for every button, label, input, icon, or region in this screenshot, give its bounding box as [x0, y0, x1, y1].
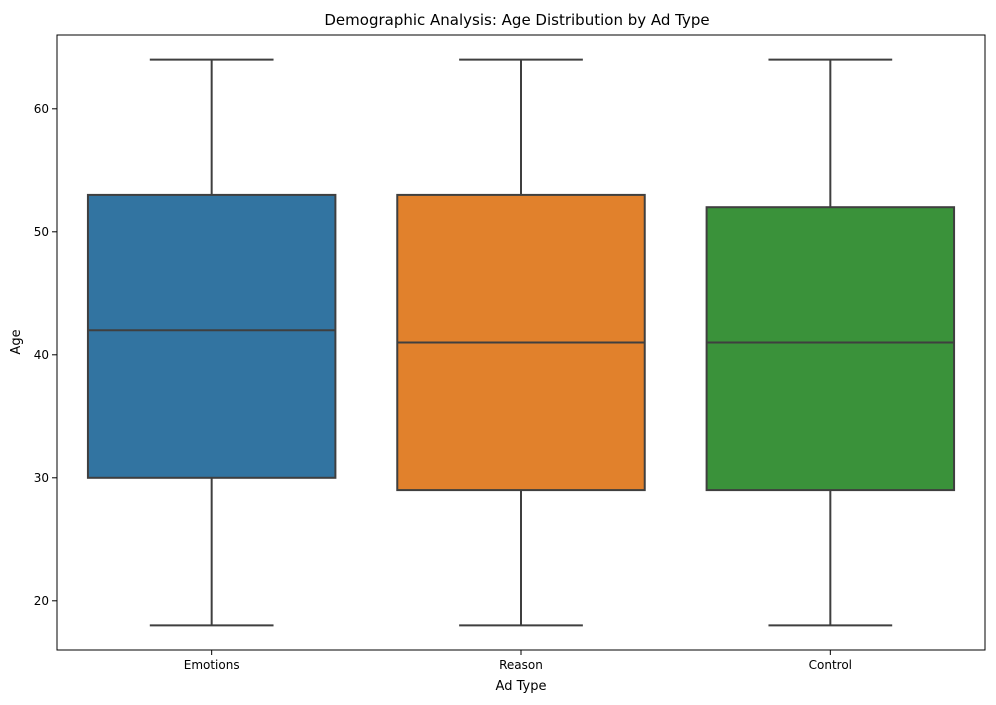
- x-tick-label-control: Control: [809, 658, 852, 672]
- box-group-reason: [396, 58, 646, 627]
- x-tick-label-reason: Reason: [499, 658, 543, 672]
- x-tick-label-emotions: Emotions: [184, 658, 240, 672]
- y-tick-label-40: 40: [34, 348, 49, 362]
- box-emotions: [86, 193, 337, 479]
- plot-frame: [56, 34, 986, 651]
- box-group-control: [705, 58, 956, 627]
- y-tick-label-20: 20: [34, 594, 49, 608]
- y-axis-label: Age: [9, 329, 24, 354]
- box-control: [705, 206, 956, 492]
- chart-title: Demographic Analysis: Age Distribution b…: [324, 11, 709, 29]
- plot-area: 20 30 40 50 60 Emotions Reason Control: [34, 34, 986, 672]
- box-group-emotions: [86, 58, 337, 627]
- y-tick-label-30: 30: [34, 471, 49, 485]
- y-tick-label-60: 60: [34, 102, 49, 116]
- x-axis-label: Ad Type: [496, 679, 547, 694]
- y-tick-label-50: 50: [34, 225, 49, 239]
